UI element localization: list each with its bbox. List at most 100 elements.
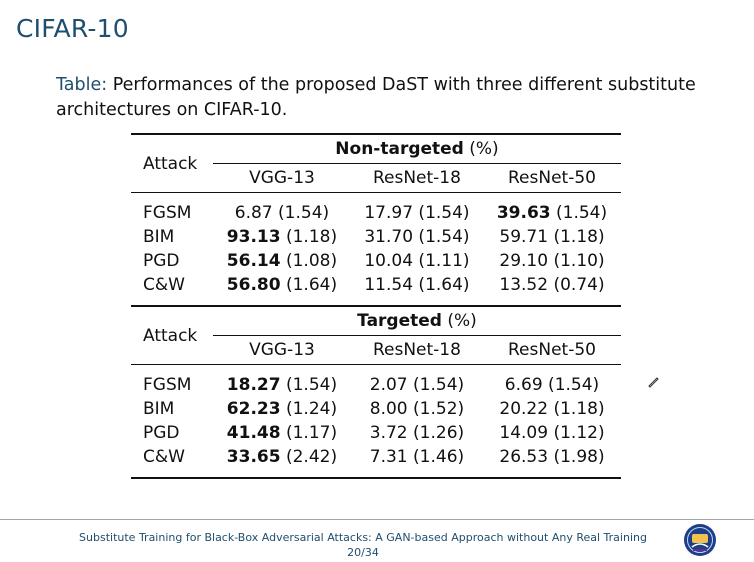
attack-column-header: Attack [143,153,198,174]
spacer-cell [131,469,621,478]
table-row: BIM 93.13 (1.18) 31.70 (1.54) 59.71 (1.18) [131,225,621,249]
result-std: (1.54) [413,227,470,247]
attack-name: PGD [143,423,180,443]
table-row: PGD 41.48 (1.17) 3.72 (1.26) 14.09 (1.12) [131,421,621,445]
result-std: (0.74) [548,275,605,295]
result-std: (2.42) [280,447,338,467]
university-seal-icon [684,524,716,556]
result-cell: 14.09 (1.12) [483,421,621,445]
page-number: 20/34 [347,546,379,559]
footer-divider [0,519,754,520]
spacer-row [131,297,621,306]
result-value: 93.13 [226,227,281,247]
spacer-row [131,469,621,478]
result-value: 11.54 [364,275,414,295]
spacer-cell [131,193,621,201]
result-cell: 10.04 (1.11) [351,249,483,273]
spacer-row [131,193,621,201]
result-cell: 62.23 (1.24) [213,397,351,421]
result-value: 8.00 [369,399,408,419]
result-std: (1.26) [407,423,465,443]
section-title-unit: (%) [463,139,499,159]
result-cell: 59.71 (1.18) [483,225,621,249]
spacer-cell [131,365,621,373]
section-title-bold: Targeted [357,311,442,331]
result-value: 6.69 [504,375,543,395]
column-header: VGG-13 [212,335,351,365]
section-title-bold: Non-targeted [335,139,464,159]
result-cell: 33.65 (2.42) [213,445,351,469]
result-value: 13.52 [499,275,549,295]
column-header: VGG-13 [212,163,351,193]
result-cell: 17.97 (1.54) [351,201,483,225]
result-cell: 93.13 (1.18) [213,225,351,249]
result-std: (1.18) [280,227,338,247]
table-row: PGD 56.14 (1.08) 10.04 (1.11) 29.10 (1.10) [131,249,621,273]
result-cell: 56.80 (1.64) [213,273,351,297]
result-value: 41.48 [226,423,281,443]
caption-text: Performances of the proposed DaST with t… [56,75,696,120]
result-std: (1.64) [280,275,338,295]
result-cell: 6.87 (1.54) [213,201,351,225]
section-header-row: Attack Non-targeted (%) [131,135,621,174]
result-std: (1.54) [542,375,600,395]
table-caption: Table: Performances of the proposed DaST… [56,73,716,123]
result-value: 56.80 [226,275,281,295]
result-value: 7.31 [369,447,408,467]
table-row: FGSM 6.87 (1.54) 17.97 (1.54) 39.63 (1.54) [131,201,621,225]
results-table: Attack Non-targeted (%) VGG-13 ResNet-18 Res… [131,133,621,480]
result-value: 39.63 [496,203,551,223]
result-std: (1.98) [548,447,605,467]
result-value: 26.53 [499,447,549,467]
spacer-cell [131,297,621,306]
result-cell: 26.53 (1.98) [483,445,621,469]
column-header: ResNet-18 [350,163,483,193]
result-std: (1.08) [280,251,338,271]
result-value: 31.70 [364,227,414,247]
column-header: ResNet-50 [482,163,621,193]
result-value: 56.14 [226,251,281,271]
result-std: (1.54) [280,375,338,395]
result-value: 6.87 [234,203,273,223]
result-std: (1.46) [407,447,465,467]
result-cell: 2.07 (1.54) [351,373,483,397]
result-value: 17.97 [364,203,414,223]
attack-column-header: Attack [143,325,198,346]
footer-title: Substitute Training for Black-Box Advers… [79,531,647,544]
result-std: (1.52) [407,399,465,419]
footer: Substitute Training for Black-Box Advers… [0,530,726,560]
result-value: 10.04 [364,251,414,271]
result-cell: 41.48 (1.17) [213,421,351,445]
caption-label: Table: [56,75,108,95]
rule-cell [131,477,621,480]
attack-name: BIM [143,227,175,247]
column-header-row: VGG-13 ResNet-18 ResNet-50 [131,335,621,365]
result-std: (1.54) [550,203,608,223]
result-std: (1.17) [280,423,338,443]
result-value: 29.10 [499,251,549,271]
table-row: BIM 62.23 (1.24) 8.00 (1.52) 20.22 (1.18) [131,397,621,421]
result-value: 20.22 [499,399,549,419]
result-std: (1.18) [548,227,605,247]
column-header: ResNet-50 [482,335,621,365]
result-cell: 18.27 (1.54) [213,373,351,397]
attack-name: C&W [143,447,185,467]
result-value: 14.09 [499,423,549,443]
table-rule-mid [131,364,621,365]
section-title: Non-targeted (%) [213,135,621,164]
result-std: (1.64) [413,275,470,295]
result-value: 59.71 [499,227,549,247]
result-cell: 31.70 (1.54) [351,225,483,249]
result-value: 33.65 [226,447,281,467]
result-cell: 8.00 (1.52) [351,397,483,421]
section-header-row: Attack Targeted (%) [131,307,621,346]
attack-name: PGD [143,251,180,271]
rule-cell [131,192,621,193]
result-value: 2.07 [369,375,408,395]
result-cell: 6.69 (1.54) [483,373,621,397]
section-title: Targeted (%) [213,307,621,336]
table-rule-bottom [131,477,621,480]
table-row: C&W 33.65 (2.42) 7.31 (1.46) 26.53 (1.98) [131,445,621,469]
rule-cell [131,364,621,365]
spacer-row [131,365,621,373]
